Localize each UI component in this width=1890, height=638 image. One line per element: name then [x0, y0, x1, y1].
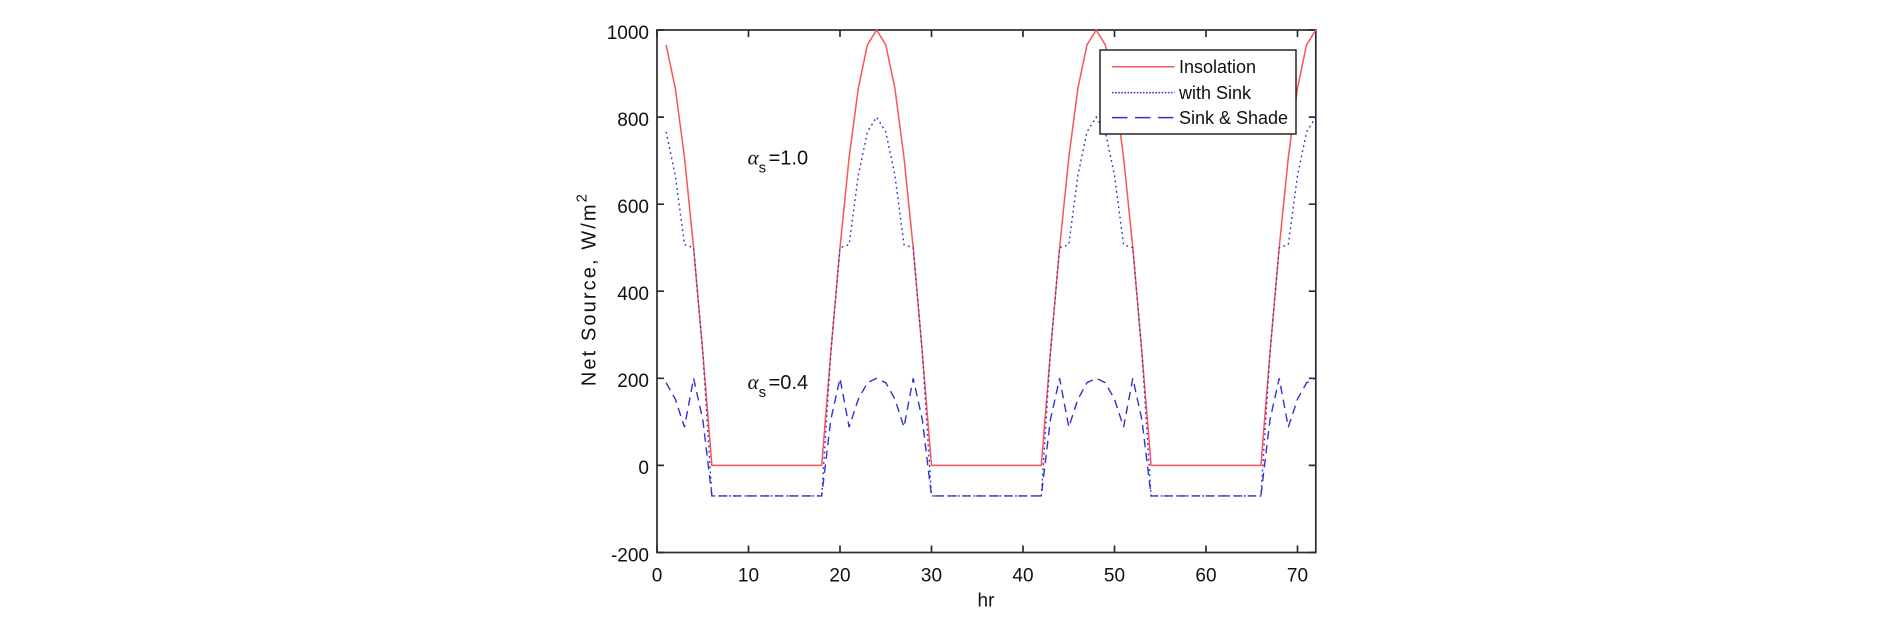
- svg-text:αs=1.0: αs =1.0: [748, 145, 809, 176]
- svg-text:Insolation: Insolation: [1179, 57, 1256, 77]
- svg-text:30: 30: [921, 566, 942, 587]
- svg-text:10: 10: [738, 566, 759, 587]
- svg-text:with Sink: with Sink: [1178, 83, 1252, 103]
- svg-text:hr: hr: [978, 591, 996, 612]
- svg-text:60: 60: [1195, 566, 1216, 587]
- svg-text:Sink & Shade: Sink & Shade: [1179, 108, 1288, 128]
- svg-text:20: 20: [829, 566, 850, 587]
- svg-text:70: 70: [1287, 566, 1308, 587]
- svg-text:40: 40: [1012, 566, 1033, 587]
- svg-text:-200: -200: [611, 545, 649, 566]
- svg-text:400: 400: [617, 284, 649, 305]
- svg-text:Net Source, W/m2: Net Source, W/m2: [574, 192, 601, 386]
- svg-text:50: 50: [1104, 566, 1125, 587]
- svg-text:0: 0: [652, 566, 663, 587]
- svg-text:1000: 1000: [607, 23, 649, 44]
- svg-text:αs=0.4: αs =0.4: [748, 370, 809, 401]
- svg-text:600: 600: [617, 197, 649, 218]
- svg-text:200: 200: [617, 371, 649, 392]
- svg-text:800: 800: [617, 110, 649, 131]
- svg-text:0: 0: [638, 458, 649, 479]
